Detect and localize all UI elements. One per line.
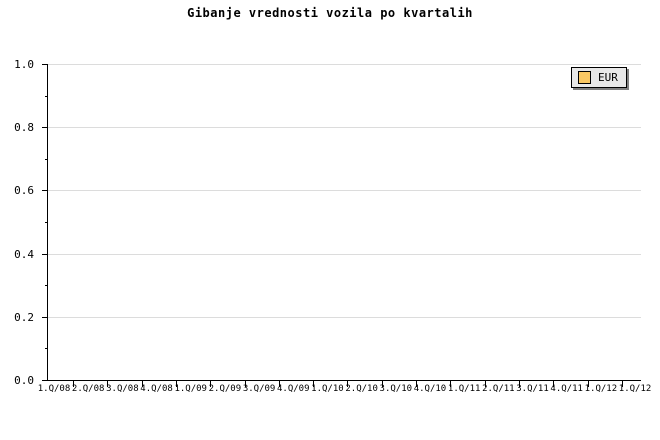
x-axis-tick-label: 1.Q/12 bbox=[584, 384, 618, 394]
y-axis-major-tick bbox=[42, 253, 48, 255]
x-axis-tick-label: 4.Q/08 bbox=[140, 384, 173, 394]
y-axis-minor-tick bbox=[45, 95, 48, 97]
y-axis-major-tick bbox=[42, 380, 48, 381]
y-axis-major-tick bbox=[42, 190, 48, 192]
chart-title: Gibanje vrednosti vozila po kvartalih bbox=[187, 6, 473, 20]
x-axis-tick-label: 3.Q/09 bbox=[242, 384, 276, 394]
y-axis-minor-tick bbox=[45, 348, 48, 350]
y-axis-major-tick bbox=[42, 316, 48, 318]
x-axis-tick bbox=[484, 381, 486, 387]
x-axis-tick bbox=[210, 381, 212, 387]
x-axis-tick bbox=[450, 381, 452, 387]
horizontal-gridline bbox=[48, 64, 641, 65]
legend: EUR bbox=[571, 67, 627, 88]
x-axis-tick bbox=[107, 381, 109, 387]
x-axis-tick bbox=[244, 381, 246, 387]
x-axis-tick bbox=[518, 381, 520, 387]
x-axis-tick bbox=[381, 381, 383, 387]
x-axis-tick-label: 2.Q/11 bbox=[482, 384, 515, 394]
y-axis-tick-label: 0.2 bbox=[14, 310, 34, 324]
plot-area bbox=[42, 64, 641, 381]
horizontal-gridline bbox=[48, 316, 641, 318]
horizontal-gridline bbox=[48, 190, 641, 192]
y-axis-major-tick bbox=[42, 64, 48, 65]
x-axis-tick-label: 3.Q/10 bbox=[379, 384, 413, 394]
y-axis-tick-label: 0.6 bbox=[14, 184, 34, 198]
x-axis-tick-label: 3.Q/11 bbox=[516, 384, 549, 394]
x-axis-tick-label: 4.Q/09 bbox=[276, 384, 310, 394]
x-axis-tick-label: 2.Q/10 bbox=[345, 384, 378, 394]
x-axis-tick-label: 1.Q/12 bbox=[618, 384, 652, 394]
y-axis-minor-tick bbox=[45, 222, 48, 223]
x-axis-tick-label: 4.Q/11 bbox=[550, 384, 583, 394]
legend-label-eur: EUR bbox=[598, 71, 618, 84]
x-axis-tick bbox=[141, 381, 143, 387]
y-axis-tick-label: 0.4 bbox=[14, 247, 34, 261]
eur-series-swatch-icon bbox=[578, 71, 591, 84]
x-axis-tick-label: 4.Q/10 bbox=[413, 384, 447, 394]
x-axis-tick bbox=[553, 381, 555, 387]
x-axis-tick bbox=[313, 381, 315, 387]
x-axis-tick-label: 2.Q/08 bbox=[71, 384, 105, 394]
y-axis-minor-tick bbox=[45, 158, 48, 160]
x-axis-tick-label: 1.Q/10 bbox=[311, 384, 344, 394]
x-axis-tick-label: 1.Q/08 bbox=[37, 384, 71, 394]
x-axis-tick-label: 1.Q/09 bbox=[174, 384, 207, 394]
y-axis-tick-label: 1.0 bbox=[14, 58, 34, 71]
y-axis-tick-label: 0.8 bbox=[14, 121, 34, 135]
x-axis-tick-label: 3.Q/08 bbox=[106, 384, 139, 394]
x-axis-tick-label: 2.Q/09 bbox=[208, 384, 242, 394]
horizontal-gridline bbox=[48, 127, 641, 129]
y-axis-major-tick bbox=[42, 127, 48, 129]
horizontal-gridline bbox=[48, 253, 641, 255]
x-axis-tick bbox=[347, 381, 349, 387]
y-axis-minor-tick bbox=[45, 285, 48, 287]
x-axis-tick bbox=[621, 381, 623, 387]
x-axis-tick bbox=[587, 381, 589, 387]
x-axis-tick-label: 1.Q/11 bbox=[447, 384, 481, 394]
x-axis-tick bbox=[416, 381, 417, 387]
x-axis-tick bbox=[73, 381, 74, 387]
y-axis-tick-label: 0.0 bbox=[14, 374, 34, 387]
x-axis-tick bbox=[175, 381, 177, 387]
x-axis-tick bbox=[278, 381, 280, 387]
